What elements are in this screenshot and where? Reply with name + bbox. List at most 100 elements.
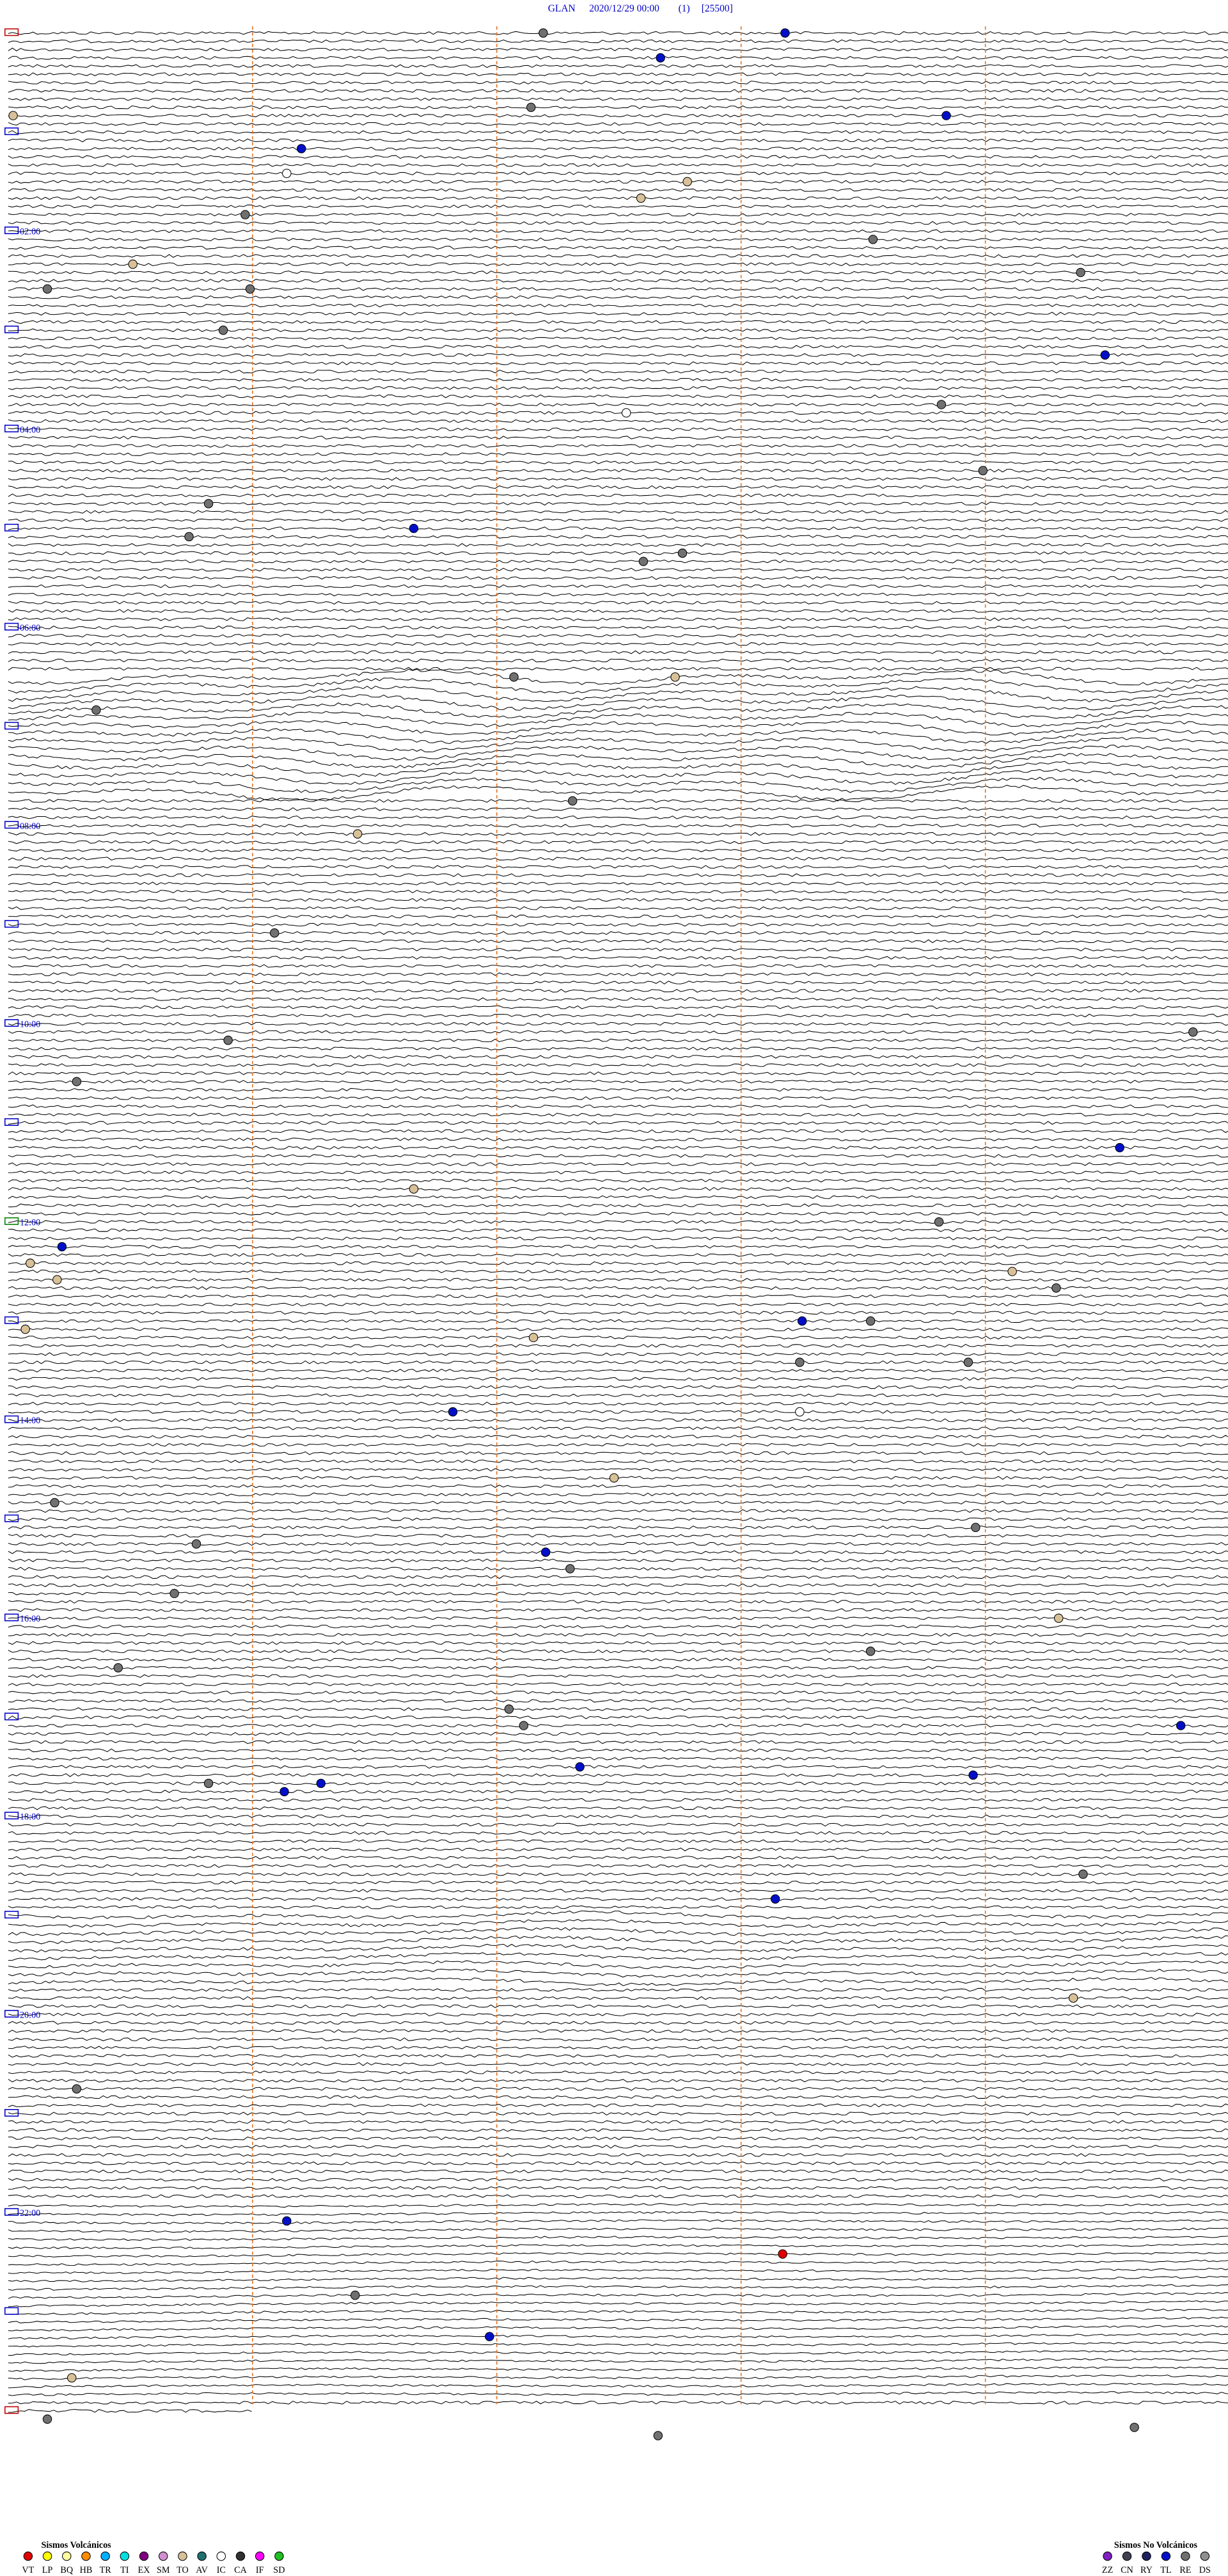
trace bbox=[8, 1162, 1228, 1166]
hour-marker bbox=[4, 326, 19, 333]
hour-label: 06:00 bbox=[20, 623, 40, 633]
legend-marker bbox=[1103, 2551, 1112, 2561]
trace bbox=[8, 617, 1228, 621]
trace bbox=[8, 295, 1228, 299]
legend-marker bbox=[274, 2551, 284, 2561]
trace bbox=[8, 361, 1228, 365]
legend-label: RE bbox=[1179, 2565, 1191, 2575]
trace bbox=[8, 320, 1228, 324]
event bbox=[653, 2431, 663, 2440]
event bbox=[72, 2084, 82, 2094]
trace bbox=[8, 1814, 1228, 1819]
event bbox=[485, 2332, 494, 2341]
hour-marker bbox=[4, 2108, 19, 2117]
legend-label: TO bbox=[177, 2565, 189, 2575]
hour-marker bbox=[4, 127, 19, 136]
trace bbox=[8, 1459, 1228, 1464]
trace bbox=[8, 1509, 1228, 1513]
trace bbox=[8, 1038, 1228, 1043]
event bbox=[191, 1539, 201, 1549]
trace bbox=[8, 1079, 1228, 1084]
trace bbox=[8, 196, 1228, 200]
trace bbox=[8, 2153, 1228, 2157]
trace bbox=[8, 1977, 1228, 1986]
trace bbox=[8, 1960, 1228, 1970]
trace bbox=[8, 1691, 1228, 1695]
trace bbox=[8, 171, 1228, 175]
trace bbox=[8, 1212, 1228, 1216]
trace bbox=[8, 576, 1228, 580]
event bbox=[567, 796, 578, 806]
event bbox=[519, 1721, 529, 1730]
trace bbox=[8, 2037, 1228, 2041]
event bbox=[169, 1588, 179, 1599]
hour-marker bbox=[4, 226, 19, 235]
hour-marker bbox=[4, 1019, 19, 1027]
event bbox=[1115, 1142, 1124, 1153]
event bbox=[113, 1663, 123, 1673]
trace bbox=[8, 2194, 1228, 2199]
trace bbox=[8, 1847, 1228, 1852]
event bbox=[57, 1242, 67, 1252]
trace bbox=[8, 1104, 1228, 1109]
trace bbox=[8, 1377, 1228, 1381]
trace bbox=[8, 2383, 1228, 2389]
event bbox=[656, 53, 665, 63]
trace bbox=[8, 1252, 1228, 1257]
trace bbox=[8, 931, 1228, 935]
trace bbox=[8, 1910, 1228, 1920]
trace bbox=[8, 753, 1228, 769]
legend-marker bbox=[197, 2551, 207, 2561]
event bbox=[1068, 1993, 1078, 2003]
trace bbox=[8, 31, 1228, 35]
event bbox=[968, 1770, 978, 1780]
trace bbox=[8, 897, 1228, 902]
trace bbox=[8, 47, 1228, 52]
legend-label: TL bbox=[1160, 2565, 1171, 2575]
trace bbox=[8, 761, 1228, 777]
trace bbox=[8, 2236, 1228, 2241]
event bbox=[770, 1894, 780, 1904]
trace bbox=[8, 634, 1228, 638]
legend-marker bbox=[1181, 2551, 1190, 2561]
trace bbox=[8, 840, 1228, 844]
hour-marker bbox=[4, 523, 19, 532]
trace bbox=[8, 1674, 1228, 1678]
trace bbox=[8, 2112, 1228, 2116]
trace bbox=[8, 2062, 1228, 2066]
event bbox=[865, 1647, 876, 1656]
event bbox=[1054, 1613, 1064, 1624]
trace bbox=[8, 559, 1228, 564]
trace bbox=[8, 229, 1228, 233]
counts: [25500] bbox=[702, 3, 733, 14]
legend-marker bbox=[23, 2551, 33, 2561]
trace bbox=[8, 1030, 1228, 1034]
event bbox=[316, 1778, 326, 1789]
hour-marker bbox=[4, 1415, 19, 1423]
event bbox=[409, 1184, 419, 1194]
trace bbox=[8, 2211, 1228, 2216]
event bbox=[218, 326, 228, 335]
event bbox=[42, 2414, 52, 2424]
trace bbox=[8, 2219, 1228, 2225]
event bbox=[223, 1036, 233, 1045]
event bbox=[1100, 350, 1110, 360]
trace bbox=[8, 436, 1228, 439]
trace bbox=[8, 1294, 1228, 1299]
trace bbox=[8, 2375, 1228, 2380]
event bbox=[934, 1217, 944, 1227]
trace bbox=[8, 122, 1228, 126]
hour-marker bbox=[4, 2010, 19, 2018]
trace bbox=[8, 1583, 1228, 1588]
trace bbox=[8, 1022, 1228, 1026]
event bbox=[240, 210, 250, 219]
legend-label: ZZ bbox=[1102, 2565, 1113, 2575]
trace bbox=[8, 1442, 1228, 1447]
trace bbox=[8, 914, 1228, 919]
trace bbox=[8, 369, 1228, 374]
trace bbox=[8, 1426, 1228, 1430]
trace bbox=[8, 72, 1228, 77]
trace bbox=[8, 1352, 1228, 1356]
trace bbox=[8, 271, 1228, 274]
trace bbox=[8, 1393, 1228, 1398]
